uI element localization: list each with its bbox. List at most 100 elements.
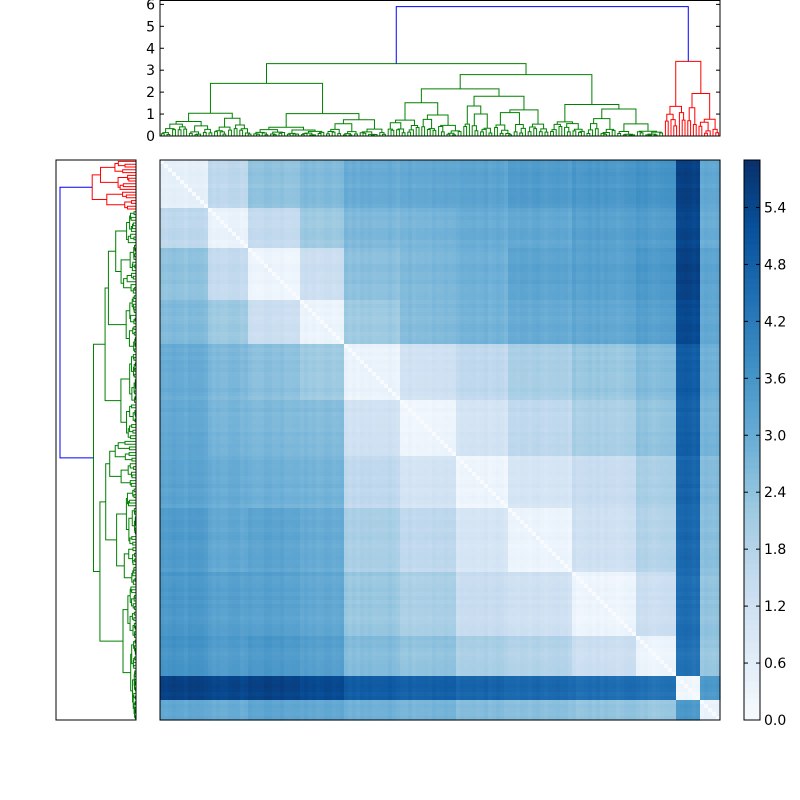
top-dendrogram-link	[415, 127, 420, 136]
heatmap-cell	[452, 264, 457, 269]
heatmap-cell	[352, 196, 357, 201]
heatmap-cell	[312, 284, 317, 289]
heatmap-cell	[636, 176, 641, 181]
heatmap-cell	[292, 244, 297, 249]
heatmap-cell	[400, 272, 405, 277]
heatmap-cell	[460, 200, 465, 205]
heatmap-cell	[452, 256, 457, 261]
heatmap-cell	[700, 164, 705, 169]
heatmap-cell	[164, 232, 169, 237]
heatmap-cell	[508, 220, 513, 225]
heatmap-cell	[504, 216, 509, 221]
heatmap-cell	[404, 272, 409, 277]
heatmap-cell	[380, 264, 385, 269]
heatmap-cell	[684, 244, 689, 249]
heatmap-cell	[456, 204, 461, 209]
heatmap-cell	[580, 196, 585, 201]
heatmap-cell	[380, 220, 385, 225]
heatmap-cell	[192, 160, 197, 165]
heatmap-cell	[456, 168, 461, 173]
heatmap-cell	[284, 280, 289, 285]
heatmap-cell	[496, 176, 501, 181]
heatmap-cell	[648, 208, 653, 213]
heatmap-cell	[592, 180, 597, 185]
heatmap-cell	[352, 204, 357, 209]
heatmap-cell	[384, 180, 389, 185]
heatmap-cell	[608, 200, 613, 205]
heatmap-cell	[556, 196, 561, 201]
heatmap-cell	[608, 256, 613, 261]
heatmap-cell	[460, 196, 465, 201]
heatmap-cell	[716, 204, 721, 209]
heatmap-cell	[520, 176, 525, 181]
heatmap-cell	[220, 188, 225, 193]
heatmap-cell	[264, 188, 269, 193]
heatmap-cell	[428, 220, 433, 225]
heatmap-cell	[464, 200, 469, 205]
heatmap-cell	[660, 260, 665, 265]
heatmap-cell	[396, 280, 401, 285]
heatmap-cell	[616, 224, 621, 229]
heatmap-cell	[296, 256, 301, 261]
heatmap-cell	[692, 212, 697, 217]
heatmap-cell	[524, 180, 529, 185]
heatmap-cell	[472, 264, 477, 269]
heatmap-cell	[552, 252, 557, 257]
heatmap-cell	[396, 244, 401, 249]
heatmap-cell	[616, 284, 621, 289]
heatmap-cell	[448, 176, 453, 181]
heatmap-cell	[432, 272, 437, 277]
heatmap-cell	[632, 212, 637, 217]
heatmap-cell	[620, 184, 625, 189]
heatmap-cell	[376, 244, 381, 249]
heatmap-cell	[464, 228, 469, 233]
heatmap-cell	[520, 284, 525, 289]
heatmap-cell	[508, 180, 513, 185]
heatmap-cell	[412, 260, 417, 265]
heatmap-cell	[308, 164, 313, 169]
heatmap-cell	[256, 164, 261, 169]
heatmap-cell	[500, 172, 505, 177]
heatmap-cell	[328, 288, 333, 293]
heatmap-cell	[576, 204, 581, 209]
heatmap-cell	[340, 232, 345, 237]
heatmap-cell	[664, 244, 669, 249]
heatmap-cell	[308, 160, 313, 165]
heatmap-cell	[364, 212, 369, 217]
heatmap-cell	[168, 188, 173, 193]
heatmap-cell	[196, 224, 201, 229]
heatmap-cell	[512, 284, 517, 289]
heatmap-cell	[284, 160, 289, 165]
heatmap-cell	[164, 204, 169, 209]
heatmap-cell	[292, 200, 297, 205]
heatmap-cell	[304, 216, 309, 221]
heatmap-cell	[640, 200, 645, 205]
heatmap-cell	[468, 164, 473, 169]
heatmap-cell	[624, 176, 629, 181]
heatmap-cell	[608, 248, 613, 253]
heatmap-cell	[212, 240, 217, 245]
heatmap-cell	[272, 196, 277, 201]
heatmap-cell	[608, 208, 613, 213]
heatmap-cell	[704, 192, 709, 197]
heatmap-cell	[420, 204, 425, 209]
heatmap-cell	[196, 180, 201, 185]
top-dendrogram-link	[698, 125, 703, 136]
heatmap-cell	[588, 220, 593, 225]
heatmap-cell	[696, 160, 701, 165]
heatmap-cell	[244, 184, 249, 189]
heatmap-cell	[376, 252, 381, 257]
heatmap-cell	[464, 160, 469, 165]
heatmap-cell	[624, 160, 629, 165]
heatmap-cell	[552, 212, 557, 217]
heatmap-cell	[636, 248, 641, 253]
heatmap-cell	[528, 160, 533, 165]
heatmap-cell	[712, 228, 717, 233]
heatmap-cell	[196, 252, 201, 257]
heatmap-cell	[420, 164, 425, 169]
heatmap-cell	[652, 220, 657, 225]
heatmap-cell	[396, 232, 401, 237]
heatmap-cell	[216, 208, 221, 213]
heatmap-cell	[656, 204, 661, 209]
heatmap-cell	[620, 240, 625, 245]
